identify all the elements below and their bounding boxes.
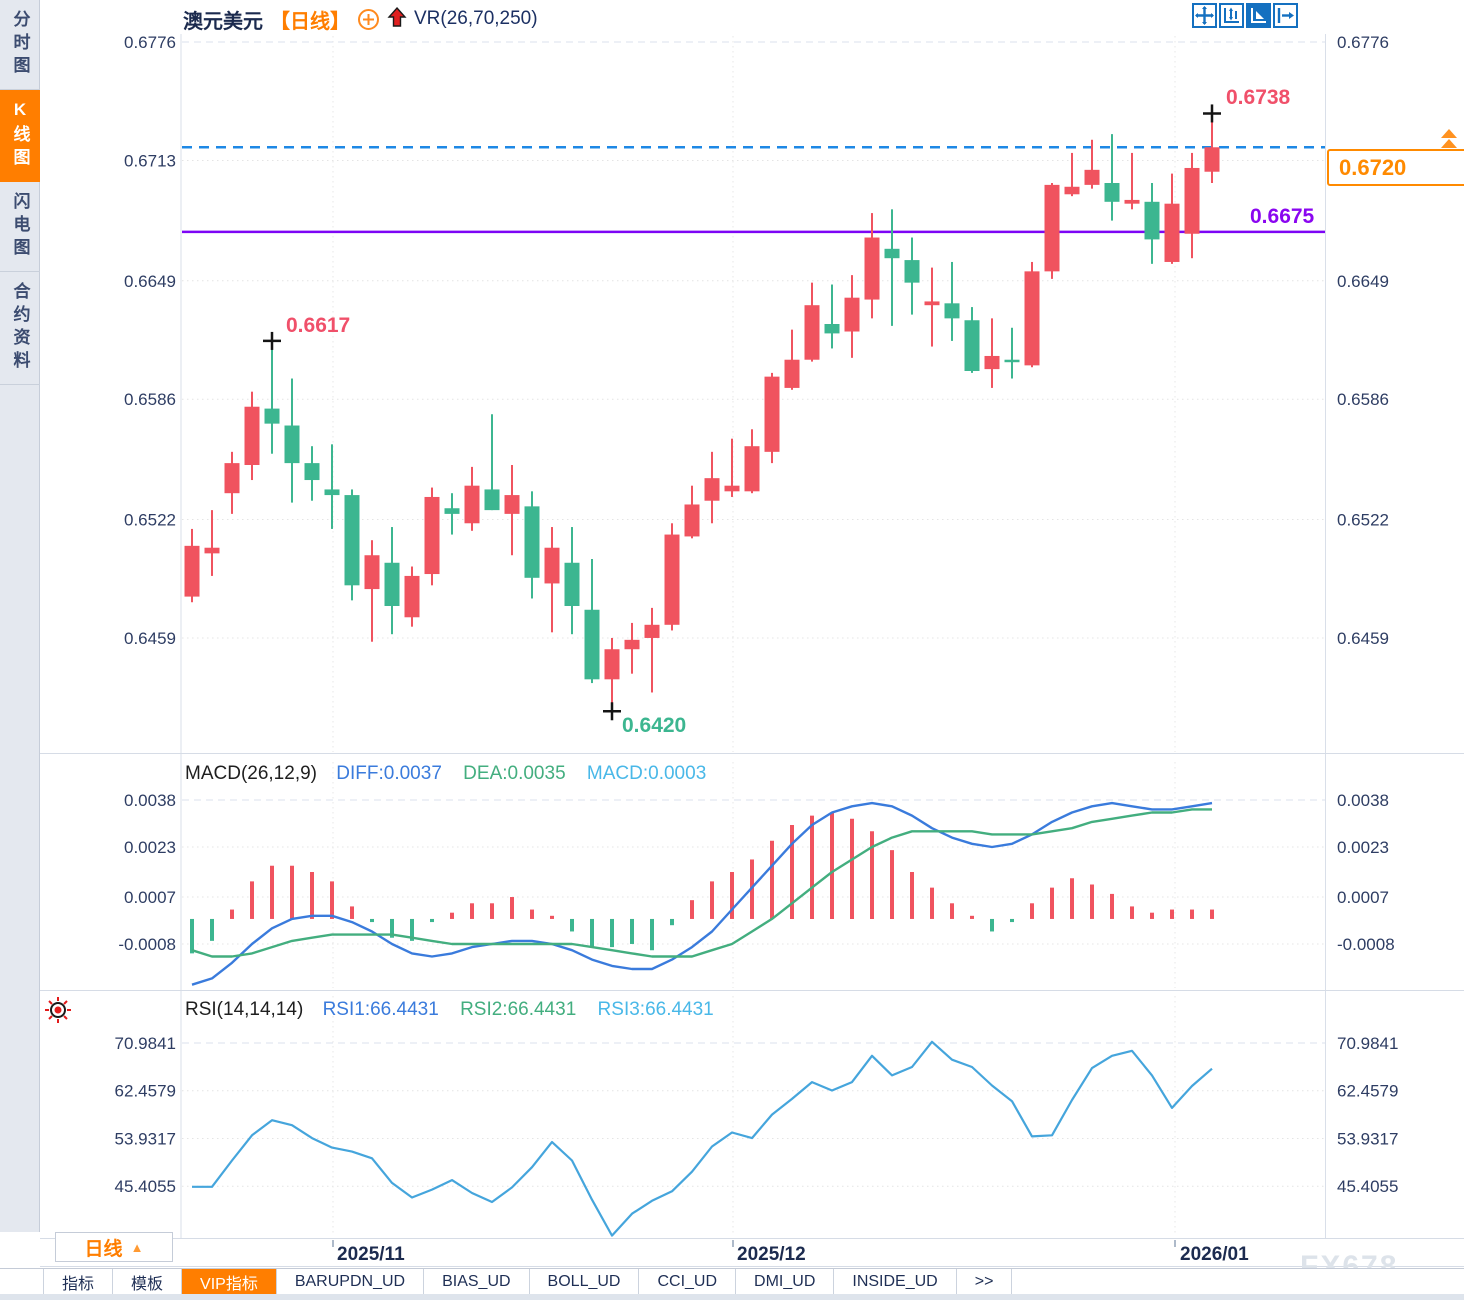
chart-toolbar [1192,3,1298,28]
svg-text:70.9841: 70.9841 [115,1034,176,1053]
fit-y-axis-icon[interactable] [1219,3,1244,28]
rsi-name: RSI(14,14,14) [185,999,304,1020]
indicator-tab-2[interactable]: VIP指标 [182,1269,277,1295]
left-sidebar: 分时图 K线图 闪电图 合约资料 [0,0,40,1232]
sidebar-item-2[interactable]: 闪电图 [0,182,40,272]
svg-text:0.6713: 0.6713 [124,151,176,170]
svg-text:0.6522: 0.6522 [1337,511,1389,530]
marked-swing-high-label: 0.6617 [286,314,351,337]
indicator-tab-9[interactable]: >> [957,1269,1013,1295]
svg-text:2026/01: 2026/01 [1180,1244,1249,1265]
svg-text:70.9841: 70.9841 [1337,1034,1398,1053]
macd-diff-readout: DIFF:0.0037 [336,763,442,784]
svg-text:-0.0008: -0.0008 [1337,935,1395,954]
svg-text:62.4579: 62.4579 [115,1082,176,1101]
svg-text:2025/11: 2025/11 [337,1244,405,1265]
rsi3-readout: RSI3:66.4431 [597,999,714,1020]
period-selector-label: 日线 [84,1238,123,1260]
indicator-settings-icon[interactable] [44,996,72,1029]
rsi1-readout: RSI1:66.4431 [322,999,439,1020]
rsi2-readout: RSI2:66.4431 [460,999,577,1020]
symbol-name: 澳元美元 [183,10,263,33]
macd-header: MACD(26,12,9) DIFF:0.0037 DEA:0.0035 MAC… [185,763,706,785]
indicator-tab-6[interactable]: CCI_UD [639,1269,737,1295]
marked-high-label: 0.6738 [1226,86,1291,109]
svg-text:0.6649: 0.6649 [1337,272,1389,291]
chart-title-bar: 澳元美元 【日线】 VR(26,70,250) [183,3,538,35]
indicator-tab-5[interactable]: BOLL_UD [530,1269,640,1295]
svg-text:2025/12: 2025/12 [737,1244,806,1265]
svg-text:0.0023: 0.0023 [1337,838,1389,857]
sidebar-item-3[interactable]: 合约资料 [0,272,40,385]
svg-text:0.6776: 0.6776 [1337,33,1389,52]
macd-name: MACD(26,12,9) [185,763,317,784]
support-line-label: 0.6675 [1250,205,1315,228]
svg-text:0.6776: 0.6776 [124,33,176,52]
svg-text:0.0038: 0.0038 [1337,791,1389,810]
svg-text:0.0023: 0.0023 [124,838,176,857]
indicator-tab-3[interactable]: BARUPDN_UD [277,1269,425,1295]
export-pane-icon[interactable] [1273,3,1298,28]
indicator-tab-7[interactable]: DMI_UD [736,1269,835,1295]
svg-text:0.6522: 0.6522 [124,511,176,530]
period-selector[interactable]: 日线 ▲ [55,1232,173,1262]
svg-text:0.6586: 0.6586 [124,390,176,409]
bottom-strip [0,1294,1464,1300]
svg-text:0.6459: 0.6459 [124,629,176,648]
marked-low-label: 0.6420 [622,714,687,737]
svg-text:53.9317: 53.9317 [1337,1129,1398,1148]
svg-text:-0.0008: -0.0008 [118,935,176,954]
price-up-arrow-icon [1441,139,1457,148]
svg-text:0.0007: 0.0007 [124,888,176,907]
indicator-tab-bar: 指标 模板 VIP指标 BARUPDN_UD BIAS_UD BOLL_UD CCI_UD D… [0,1268,1464,1295]
triangle-up-icon: ▲ [130,1239,144,1255]
indicator-tab-0[interactable]: 指标 [44,1269,114,1295]
svg-text:45.4055: 45.4055 [1337,1177,1398,1196]
add-indicator-icon[interactable] [357,8,380,31]
sidebar-item-1[interactable]: K线图 [0,90,40,182]
indicator-tab-4[interactable]: BIAS_UD [424,1269,530,1295]
tab-bar-spacer [0,1269,44,1295]
auto-scale-icon[interactable] [1246,3,1271,28]
last-price-tag: 0.6720 [1327,149,1464,186]
indicator-tab-1[interactable]: 模板 [113,1269,183,1295]
svg-text:0.6586: 0.6586 [1337,390,1389,409]
period-tag: 【日线】 [270,10,350,33]
svg-text:0.6649: 0.6649 [124,272,176,291]
svg-text:45.4055: 45.4055 [115,1177,176,1196]
price-up-arrow-icon [1441,129,1457,138]
move-icon[interactable] [1192,3,1217,28]
svg-text:62.4579: 62.4579 [1337,1082,1398,1101]
macd-dea-readout: DEA:0.0035 [463,763,566,784]
svg-text:0.0038: 0.0038 [124,791,176,810]
svg-text:0.6459: 0.6459 [1337,629,1389,648]
vr-indicator-label: VR(26,70,250) [414,8,538,29]
sidebar-item-0[interactable]: 分时图 [0,0,40,90]
svg-text:0.0007: 0.0007 [1337,888,1389,907]
up-arrow-icon [387,6,407,32]
rsi-header: RSI(14,14,14) RSI1:66.4431 RSI2:66.4431 … [185,999,714,1021]
indicator-tab-8[interactable]: INSIDE_UD [834,1269,957,1295]
svg-text:53.9317: 53.9317 [115,1129,176,1148]
macd-value-readout: MACD:0.0003 [586,763,707,784]
